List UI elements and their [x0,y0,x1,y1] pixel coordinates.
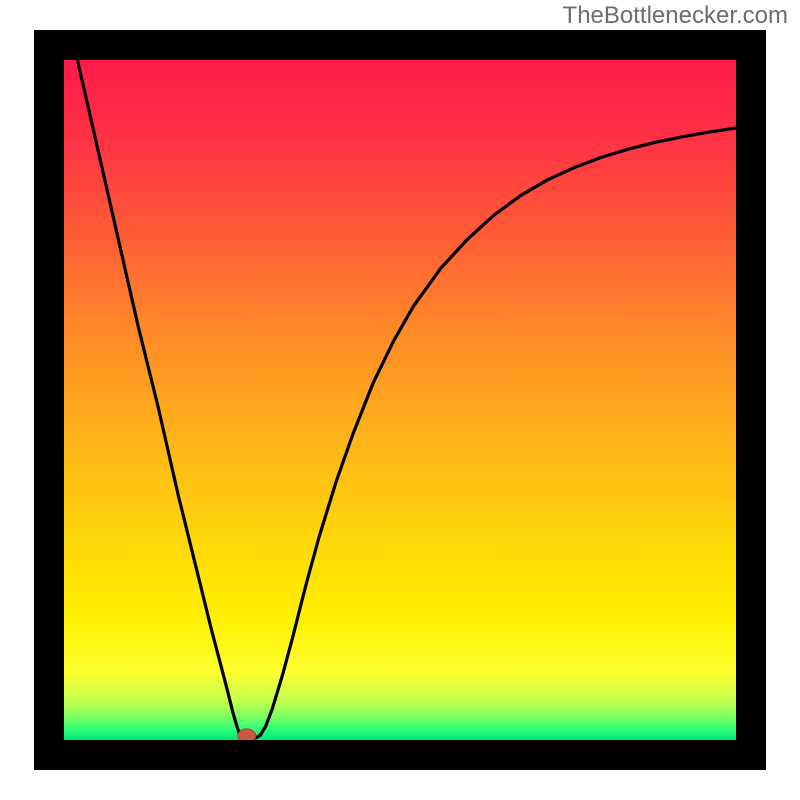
watermark-link[interactable]: TheBottlenecker.com [563,4,788,28]
chart-container: TheBottlenecker.com [0,0,800,800]
plot-gradient-background [64,60,736,740]
bottleneck-chart-svg [0,0,800,800]
watermark-text: TheBottlenecker.com [563,2,788,29]
